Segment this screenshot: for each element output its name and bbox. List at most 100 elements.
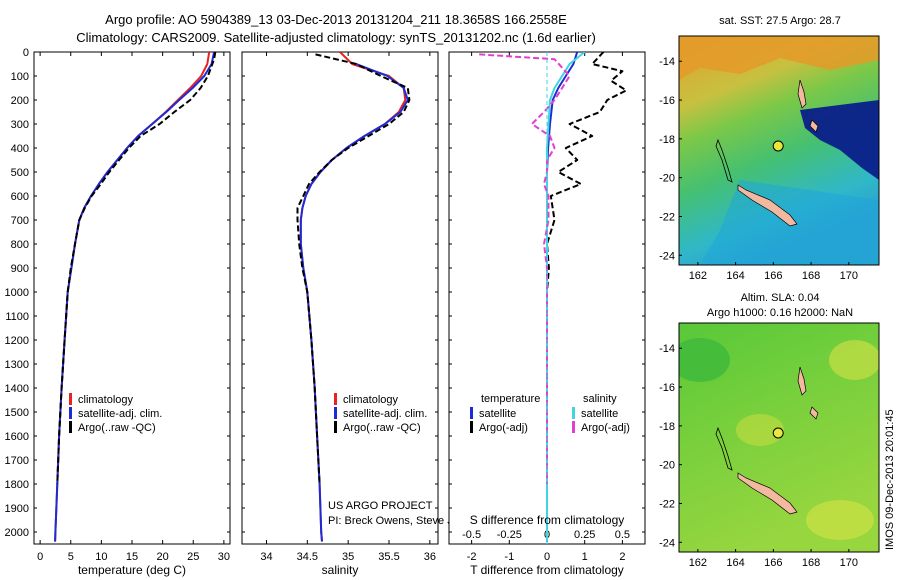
temperature-tick-label: 5: [68, 551, 74, 563]
series-satellite-adj-clim-: [299, 63, 409, 542]
series-argo-raw-qc-: [56, 52, 217, 485]
temperature-tick-label: 15: [126, 551, 138, 563]
depth-tick-label: 200: [11, 95, 29, 107]
depth-tick-label: 1700: [5, 455, 29, 467]
sla-latitude-ticks: -14 -16 -18 -20 -22 -24: [659, 343, 682, 549]
legend-swatch-climatology: [69, 393, 72, 405]
depth-tick-label: 0: [23, 47, 29, 59]
temperature-panel: 0100200300400500600700800900100011001200…: [5, 47, 231, 577]
depth-tick-label: 1600: [5, 431, 29, 443]
sst-reef-outline: [715, 138, 733, 183]
legend-swatch-s-satellite: [572, 407, 575, 419]
depth-tick-label: 500: [11, 167, 29, 179]
sst-longitude-ticks: 162 164 166 168 170: [689, 262, 858, 282]
latitude-tick-label: -16: [659, 95, 675, 107]
depth-tick-label: 1800: [5, 479, 29, 491]
sla-high-patch: [829, 340, 879, 380]
depth-tick-label: 600: [11, 191, 29, 203]
sst-argo-position-marker: [772, 140, 784, 152]
sst-map-field: [679, 36, 879, 265]
difference-legend: temperature salinity satellite Argo(-adj…: [470, 393, 630, 434]
depth-tick-label: 1400: [5, 383, 29, 395]
sla-high-patch-3: [806, 500, 874, 540]
legend-s-argo: Argo(-adj): [581, 422, 630, 434]
salinity-depth-ticks: [242, 51, 438, 533]
legend-climatology: climatology: [343, 394, 399, 406]
depth-tick-label: 1000: [5, 287, 29, 299]
longitude-tick-label: 170: [840, 270, 858, 282]
legend-satellite: satellite-adj. clim.: [78, 408, 162, 420]
legend-t-argo: Argo(-adj): [479, 422, 528, 434]
s-difference-tick-label: -0.5: [462, 529, 481, 541]
sla-new-caledonia: [737, 472, 798, 515]
sla-map-field: [679, 323, 879, 552]
depth-tick-label: 800: [11, 239, 29, 251]
s-difference-tick-label: -0.25: [497, 529, 522, 541]
longitude-tick-label: 164: [726, 557, 744, 569]
latitude-tick-label: -16: [659, 382, 675, 394]
legend-swatch-t-satellite: [470, 407, 473, 419]
latitude-tick-label: -22: [659, 498, 675, 510]
s-difference-tick-label: 0.5: [615, 529, 630, 541]
longitude-tick-label: 168: [802, 557, 820, 569]
depth-tick-label: 1500: [5, 407, 29, 419]
temperature-tick-label: 20: [157, 551, 169, 563]
legend-swatch-satellite: [69, 407, 72, 419]
temperature-axis-label: temperature (deg C): [78, 563, 186, 577]
legend-swatch-s-argo: [572, 421, 575, 433]
depth-tick-label: 100: [11, 71, 29, 83]
temperature-plot-frame: [33, 51, 231, 545]
latitude-tick-label: -20: [659, 460, 675, 472]
depth-tick-label: 300: [11, 119, 29, 131]
sla-longitude-ticks: 162 164 166 168 170: [689, 549, 858, 569]
legend-swatch-t-argo: [470, 421, 473, 433]
latitude-tick-label: -18: [659, 421, 675, 433]
salinity-tick-label: 36: [424, 551, 436, 563]
legend-swatch-argo: [334, 421, 337, 433]
s-difference-tick-label: 0.25: [574, 529, 595, 541]
sla-map: Altim. SLA: 0.04 Argo h1000: 0.16 h2000:…: [659, 292, 880, 569]
sst-map: sat. SST: 27.5 Argo: 28.7 162 164 166 168 17…: [659, 15, 880, 282]
sla-map-title-line1: Altim. SLA: 0.04: [741, 292, 820, 304]
sla-vanuatu-island: [797, 366, 807, 396]
latitude-tick-label: -18: [659, 134, 675, 146]
t-difference-tick-label: 0: [544, 551, 550, 563]
latitude-tick-label: -22: [659, 211, 675, 223]
longitude-tick-label: 166: [764, 270, 782, 282]
latitude-tick-label: -14: [659, 343, 675, 355]
legend-s-satellite: satellite: [581, 408, 618, 420]
sla-map-frame: [678, 322, 880, 553]
t-difference-axis-label: T difference from climatology: [470, 563, 624, 577]
salinity-profiles: [296, 52, 411, 542]
t-difference-tick-label: -1: [504, 551, 514, 563]
longitude-tick-label: 162: [689, 557, 707, 569]
latitude-tick-label: -14: [659, 56, 675, 68]
depth-tick-label: 1200: [5, 335, 29, 347]
temperature-tick-label: 30: [218, 551, 230, 563]
credits-project: US ARGO PROJECT: [328, 500, 433, 512]
sst-vanuatu-island: [797, 79, 807, 109]
figure-title-line2: Climatology: CARS2009. Satellite-adjuste…: [76, 30, 596, 45]
difference-profiles: [479, 52, 628, 544]
sla-map-title-line2: Argo h1000: 0.16 h2000: NaN: [707, 307, 853, 319]
longitude-tick-label: 166: [764, 557, 782, 569]
temperature-legend: climatology satellite-adj. clim. Argo(..…: [69, 393, 162, 434]
imos-stamp: IMOS 09-Dec-2013 20:01:45: [884, 409, 896, 550]
sst-cloud-mask: [800, 100, 879, 180]
temperature-tick-label: 25: [187, 551, 199, 563]
sla-low-patch: [679, 338, 730, 382]
longitude-tick-label: 164: [726, 270, 744, 282]
temperature-tick-label: 10: [95, 551, 107, 563]
salinity-panel: 34 34.5 35 35.5 36 salinity climatology sate…: [241, 51, 553, 577]
sla-reef-outline: [715, 426, 733, 471]
salinity-axis-ticks: 34 34.5 35 35.5 36: [260, 52, 436, 563]
sst-vanuatu-island-south: [809, 119, 819, 133]
legend-salinity-heading: salinity: [583, 393, 617, 405]
t-difference-tick-label: 2: [619, 551, 625, 563]
depth-tick-label: 1300: [5, 359, 29, 371]
sla-high-patch-2: [736, 414, 784, 446]
temperature-axis-ticks: 0 5 10 15 20 25 30: [37, 52, 230, 563]
legend-temperature-heading: temperature: [481, 393, 540, 405]
sla-argo-position-marker: [772, 427, 784, 439]
